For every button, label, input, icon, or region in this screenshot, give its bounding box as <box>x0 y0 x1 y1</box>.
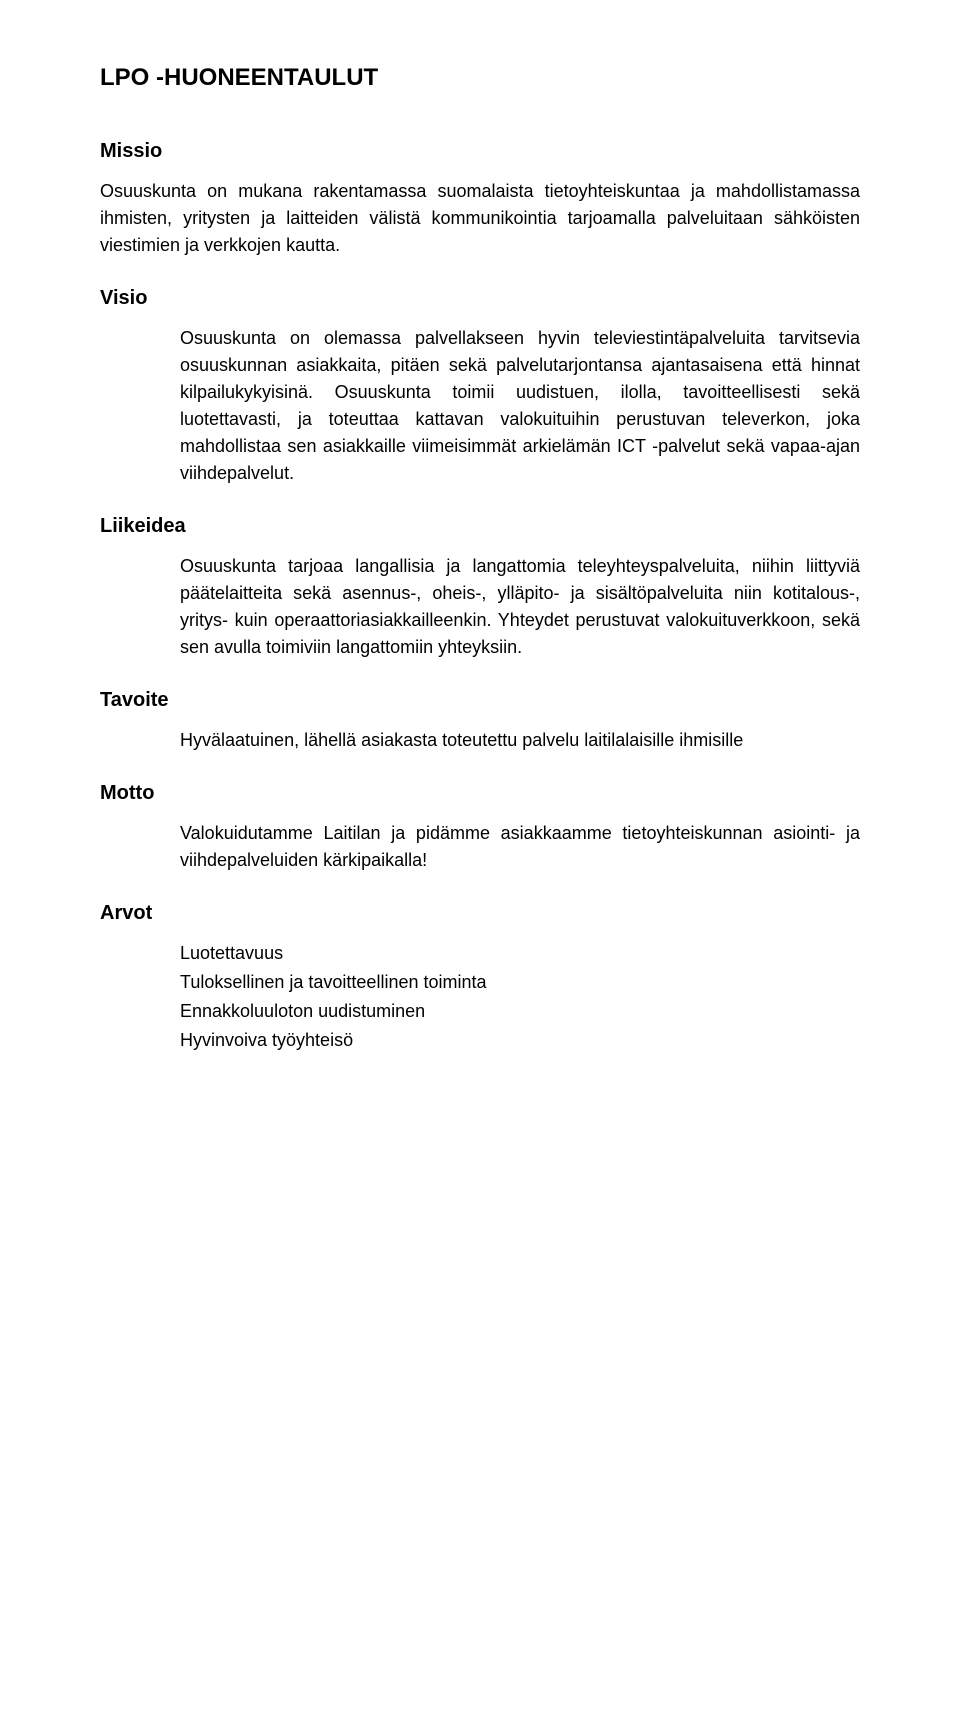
paragraph-motto: Valokuidutamme Laitilan ja pidämme asiak… <box>180 820 860 874</box>
arvot-item: Hyvinvoiva työyhteisö <box>180 1027 860 1054</box>
heading-arvot: Arvot <box>100 898 860 928</box>
arvot-item: Luotettavuus <box>180 940 860 967</box>
section-liikeidea: Liikeidea Osuuskunta tarjoaa langallisia… <box>100 511 860 661</box>
heading-motto: Motto <box>100 778 860 808</box>
paragraph-tavoite: Hyvälaatuinen, lähellä asiakasta toteute… <box>180 727 860 754</box>
document-page: LPO -HUONEENTAULUT Missio Osuuskunta on … <box>0 0 960 1718</box>
heading-missio: Missio <box>100 136 860 166</box>
document-title: LPO -HUONEENTAULUT <box>100 60 860 96</box>
section-tavoite: Tavoite Hyvälaatuinen, lähellä asiakasta… <box>100 685 860 754</box>
arvot-item: Ennakkoluuloton uudistuminen <box>180 998 860 1025</box>
paragraph-visio: Osuuskunta on olemassa palvellakseen hyv… <box>180 325 860 487</box>
arvot-list: Luotettavuus Tuloksellinen ja tavoitteel… <box>180 940 860 1054</box>
section-missio: Missio Osuuskunta on mukana rakentamassa… <box>100 136 860 259</box>
paragraph-missio: Osuuskunta on mukana rakentamassa suomal… <box>100 178 860 259</box>
section-arvot: Arvot Luotettavuus Tuloksellinen ja tavo… <box>100 898 860 1054</box>
heading-liikeidea: Liikeidea <box>100 511 860 541</box>
section-visio: Visio Osuuskunta on olemassa palvellakse… <box>100 283 860 487</box>
heading-visio: Visio <box>100 283 860 313</box>
paragraph-liikeidea: Osuuskunta tarjoaa langallisia ja langat… <box>180 553 860 661</box>
heading-tavoite: Tavoite <box>100 685 860 715</box>
arvot-item: Tuloksellinen ja tavoitteellinen toimint… <box>180 969 860 996</box>
section-motto: Motto Valokuidutamme Laitilan ja pidämme… <box>100 778 860 874</box>
